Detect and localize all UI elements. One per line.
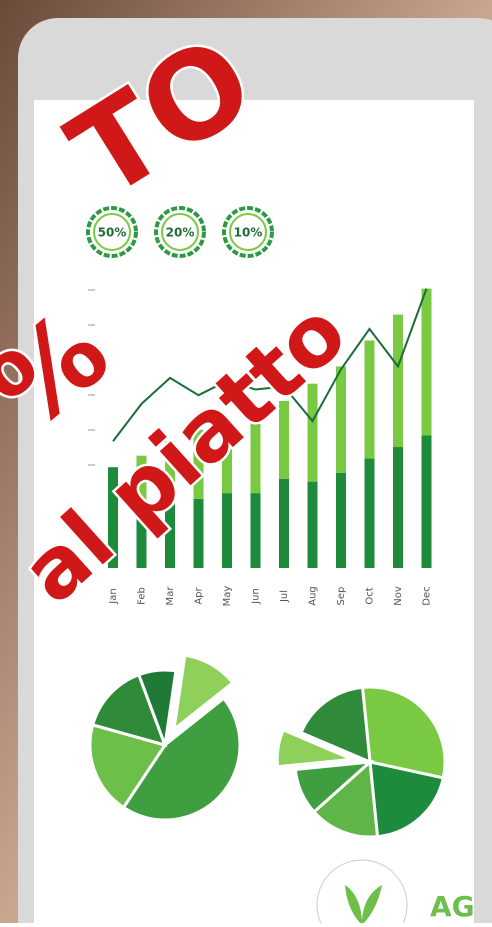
bar-segment — [336, 366, 346, 473]
bar-segment — [222, 421, 232, 494]
bar-segment — [364, 458, 375, 568]
pie-slice — [171, 653, 235, 733]
pie-slice — [90, 672, 168, 748]
pie-slice — [88, 723, 168, 810]
bar-segment — [165, 504, 175, 568]
bar-segment — [393, 447, 403, 568]
badge-ring — [86, 206, 138, 258]
bar-chart: Jan Feb Mar Apr May Jun Jul Aug Sep Oct Nov Dec — [108, 288, 433, 607]
x-tick-label: Feb — [137, 587, 148, 605]
badge-label: 20% — [166, 226, 195, 240]
x-tick-label: May — [222, 586, 233, 607]
badge-ring — [154, 206, 206, 258]
x-tick-label: Jul — [279, 590, 290, 603]
badge-inner — [93, 213, 131, 251]
badge-inner — [229, 213, 267, 251]
x-tick-label: Aug — [308, 586, 319, 606]
badge-label: 50% — [98, 226, 127, 240]
x-tick-label: Oct — [365, 587, 376, 604]
pie-slice — [360, 685, 447, 780]
x-tick-label: Jan — [108, 588, 119, 604]
pie-slice — [275, 727, 353, 769]
bar-segment — [421, 288, 432, 436]
badge-ring — [222, 206, 274, 258]
bar-segment — [250, 409, 261, 494]
pie-slice — [368, 760, 446, 839]
bar-segment — [108, 467, 118, 568]
bar-segment — [307, 481, 318, 568]
bar-segment — [279, 400, 289, 479]
bar-segment — [193, 498, 204, 568]
bar-segment — [136, 455, 147, 514]
bar-segment — [165, 441, 175, 505]
pie-charts — [88, 653, 447, 839]
logo-text: AG — [430, 890, 475, 923]
bar-segment — [421, 435, 432, 568]
axis-ticks — [88, 289, 95, 466]
badge-label: 10% — [234, 226, 263, 240]
bar-segment — [279, 478, 289, 568]
bar-segment — [364, 340, 375, 459]
bar-segment — [222, 493, 232, 568]
bar-segment — [336, 472, 346, 568]
badges: 50% 20% 10% — [86, 206, 274, 258]
x-tick-label: Mar — [165, 586, 176, 606]
bar-segment — [393, 314, 403, 448]
bar-segment — [250, 493, 261, 568]
trend-line — [112, 288, 428, 442]
x-tick-label: Jun — [251, 588, 262, 605]
logo-leaf — [345, 885, 382, 925]
x-tick-label: Apr — [194, 586, 205, 604]
badge-inner — [161, 213, 199, 251]
bar-segment — [307, 383, 318, 482]
pie-slice — [293, 760, 375, 815]
pie-slice — [311, 758, 380, 839]
x-tick-label: Nov — [393, 586, 404, 606]
pie-slice — [299, 685, 372, 765]
bar-segment — [193, 429, 204, 499]
x-tick-label: Dec — [422, 586, 433, 605]
pie-slice — [136, 668, 178, 746]
bar-segment — [136, 513, 147, 568]
x-tick-label: Sep — [336, 587, 347, 606]
logo-badge — [316, 859, 408, 927]
pie-slice — [121, 696, 242, 822]
